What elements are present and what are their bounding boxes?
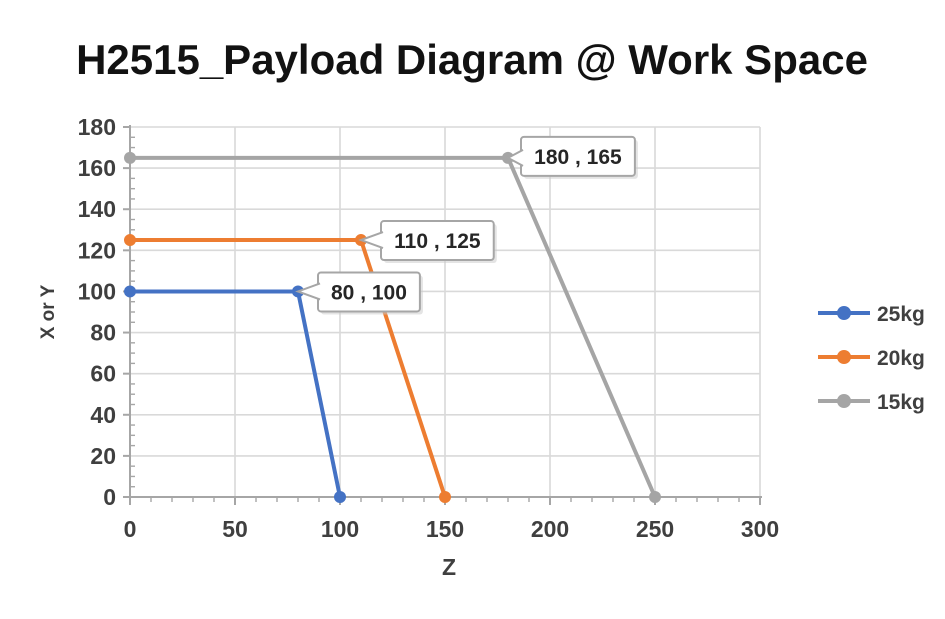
x-tick-label: 0 xyxy=(124,516,137,542)
x-tick-label: 200 xyxy=(531,516,569,542)
callout-pointer-edge xyxy=(505,148,524,167)
x-tick-label: 250 xyxy=(636,516,674,542)
data-marker-25kg xyxy=(124,285,136,298)
legend: 25kg 20kg 15kg xyxy=(818,303,925,414)
legend-label: 25kg xyxy=(877,303,925,326)
callout-pointer-edge xyxy=(358,231,384,249)
callout-label: 80 , 100 xyxy=(331,281,407,304)
axes xyxy=(123,125,762,505)
data-marker-20kg xyxy=(124,234,136,247)
gridlines xyxy=(130,126,761,498)
y-tick-label: 120 xyxy=(78,237,116,263)
callout-pointer xyxy=(298,283,320,300)
data-callout: 110 , 125 xyxy=(358,220,497,264)
x-tick-label: 50 xyxy=(222,516,248,542)
y-tick-label: 80 xyxy=(90,320,116,346)
data-callout: 80 , 100 xyxy=(295,271,423,315)
legend-marker xyxy=(837,306,851,320)
legend-item-25kg: 25kg xyxy=(818,303,925,326)
data-marker-15kg xyxy=(649,491,661,503)
y-tick-label: 100 xyxy=(78,278,116,304)
y-tick-label: 180 xyxy=(78,114,116,140)
callout-label: 110 , 125 xyxy=(394,230,481,253)
x-axis-title: Z xyxy=(442,554,456,580)
legend-label: 15kg xyxy=(877,391,925,414)
legend-item-20kg: 20kg xyxy=(818,347,925,370)
legend-item-15kg: 15kg xyxy=(818,391,925,414)
data-marker-15kg xyxy=(124,151,136,164)
legend-marker xyxy=(837,394,851,408)
data-callouts: 80 , 100 110 , 125 180 , 165 xyxy=(295,135,638,315)
chart-title: H2515_Payload Diagram @ Work Space xyxy=(76,36,868,83)
x-tick-label: 100 xyxy=(321,516,359,542)
y-axis-title: X or Y xyxy=(38,284,59,339)
y-tick-label: 20 xyxy=(90,443,116,469)
legend-marker xyxy=(837,350,851,364)
y-tick-label: 40 xyxy=(90,402,116,428)
y-tick-label: 60 xyxy=(90,361,116,387)
callout-label: 180 , 165 xyxy=(534,146,622,169)
data-callout: 180 , 165 xyxy=(505,135,638,179)
legend-label: 20kg xyxy=(877,347,925,370)
callout-pointer xyxy=(508,149,523,166)
chart-canvas: 0 20 40 60 80 100 120 140 160 180 0 50 100 150 200 250 3… xyxy=(78,114,925,542)
y-tick-label: 0 xyxy=(103,484,116,510)
x-tick-label: 150 xyxy=(426,516,464,542)
callout-pointer xyxy=(361,232,383,249)
tick-labels: 0 20 40 60 80 100 120 140 160 180 0 50 100 150 200 250 3… xyxy=(78,114,780,542)
callout-pointer-edge xyxy=(295,282,321,301)
y-tick-label: 160 xyxy=(78,155,116,181)
data-marker-25kg xyxy=(334,491,346,503)
x-tick-label: 300 xyxy=(741,516,779,542)
data-marker-20kg xyxy=(439,491,451,503)
series xyxy=(124,151,661,503)
y-tick-label: 140 xyxy=(78,196,116,222)
